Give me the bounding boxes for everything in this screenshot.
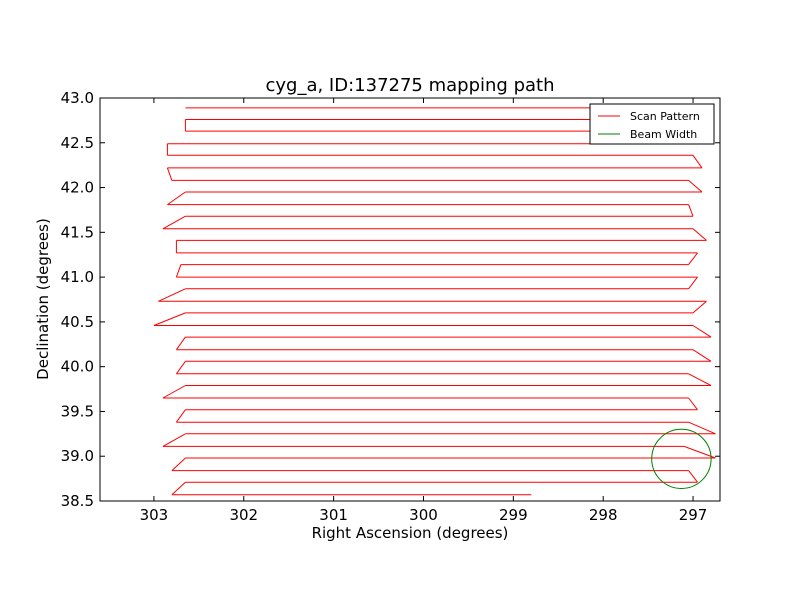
scan-path-segment bbox=[166, 167, 173, 181]
scan-path-segment bbox=[688, 373, 712, 386]
x-axis-label: Right Ascension (degrees) bbox=[312, 524, 509, 542]
scan-path-segment bbox=[692, 325, 712, 338]
legend-box bbox=[589, 103, 715, 145]
scan-path-segment bbox=[683, 445, 716, 459]
scan-path-segment bbox=[158, 288, 186, 302]
scan-path-segment bbox=[692, 349, 712, 362]
scan-path-segment bbox=[175, 336, 186, 350]
y-tick-label: 39.0 bbox=[61, 447, 94, 465]
x-tick-label: 299 bbox=[499, 506, 528, 524]
plot-area: 303 302 301 300 299 298 297 38.5 39.0 39.5 40.0 40.… bbox=[61, 89, 721, 524]
scan-path-segment bbox=[162, 385, 186, 399]
scan-path-segment bbox=[688, 470, 698, 483]
y-tick-label: 40.5 bbox=[61, 313, 94, 331]
x-tick-label: 300 bbox=[409, 506, 438, 524]
scan-path-segment bbox=[162, 433, 186, 447]
x-tick-label: 297 bbox=[679, 506, 708, 524]
x-tick-label: 303 bbox=[140, 506, 169, 524]
scan-path-segment bbox=[688, 180, 703, 193]
y-tick-label: 41.5 bbox=[61, 223, 94, 241]
y-tick-label: 42.5 bbox=[61, 134, 94, 152]
scan-path-segment bbox=[175, 361, 186, 375]
x-tick-label: 298 bbox=[589, 506, 618, 524]
y-tick-label: 41.0 bbox=[61, 268, 94, 286]
scan-path-segment bbox=[688, 276, 698, 290]
tick-layer: 303 302 301 300 299 298 297 38.5 39.0 39.5 40.0 40.… bbox=[61, 89, 720, 524]
scan-path-segment bbox=[692, 228, 707, 241]
y-tick-label: 39.5 bbox=[61, 402, 94, 420]
scan-path-segment bbox=[688, 204, 694, 217]
scan-path-segment bbox=[167, 191, 186, 206]
chart-title: cyg_a, ID:137275 mapping path bbox=[265, 75, 554, 96]
scan-path-segment bbox=[688, 421, 716, 435]
legend-label-scan-pattern: Scan Pattern bbox=[630, 110, 700, 123]
axes-frame bbox=[99, 97, 721, 502]
scan-path-segment bbox=[153, 312, 186, 326]
scan-path-segment bbox=[175, 264, 182, 278]
scan-path-segment bbox=[688, 397, 698, 411]
legend: Scan Pattern Beam Width bbox=[589, 103, 715, 145]
x-tick-label: 301 bbox=[319, 506, 348, 524]
legend-label-beam-width: Beam Width bbox=[630, 128, 697, 141]
y-tick-label: 42.0 bbox=[61, 179, 94, 197]
y-tick-label: 43.0 bbox=[61, 89, 94, 107]
scan-path-segment bbox=[692, 300, 707, 314]
scan-path-segment bbox=[162, 215, 186, 230]
scan-path-segment bbox=[175, 409, 186, 423]
y-tick-label: 38.5 bbox=[61, 492, 94, 510]
scan-path-segment bbox=[171, 457, 186, 471]
beam-width-circle bbox=[651, 428, 712, 489]
y-axis-label: Declination (degrees) bbox=[34, 218, 52, 380]
scan-path-segment bbox=[688, 252, 698, 265]
y-tick-label: 40.0 bbox=[61, 358, 94, 376]
scan-path-segment bbox=[171, 481, 186, 496]
x-tick-label: 302 bbox=[229, 506, 258, 524]
scan-path-segment bbox=[692, 155, 703, 169]
